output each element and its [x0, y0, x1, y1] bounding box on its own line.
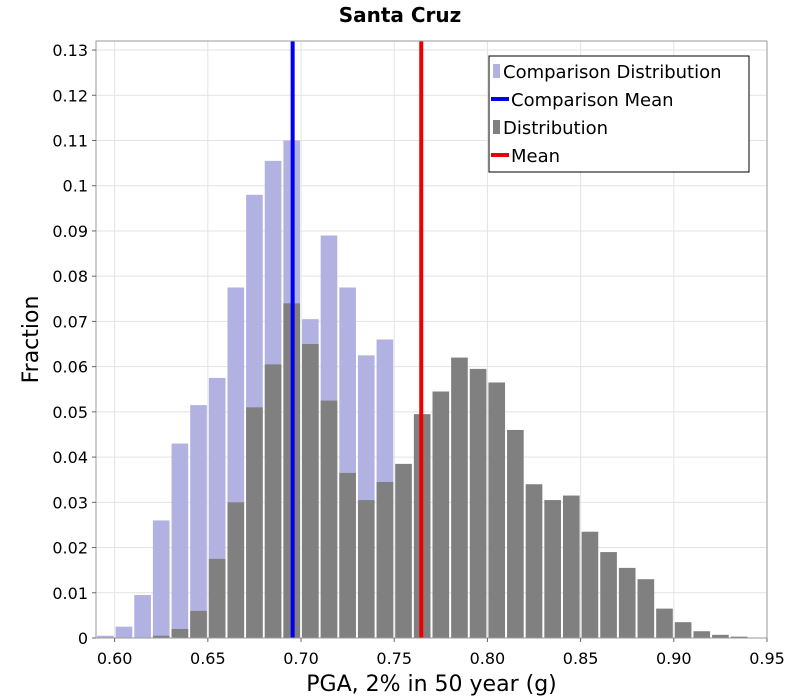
y-axis-title: Fraction: [19, 296, 44, 384]
y-tick-label: 0.01: [52, 584, 88, 603]
comparison-mean-legend-label: Comparison Mean: [511, 90, 674, 111]
distribution-bar-25: [618, 567, 636, 638]
distribution-bar-2: [190, 610, 207, 638]
mean-lines: [290, 41, 424, 638]
y-tick-label: 0.1: [63, 177, 88, 196]
comparison-distribution-bar-2: [134, 595, 151, 638]
comparison-distribution-bar-3: [152, 520, 170, 638]
y-tick-label: 0: [78, 629, 88, 648]
x-tick-label: 0.80: [470, 649, 506, 668]
comparison-distribution-bar-0: [97, 635, 114, 638]
distribution-bar-1: [171, 628, 189, 638]
comparison-distribution-bar-4: [171, 443, 189, 638]
x-tick-label: 0.70: [283, 649, 319, 668]
distribution-bar-26: [637, 579, 655, 638]
x-axis: 0.60 0.65 0.70 0.75 0.80 0.85 0.90 0.95: [97, 638, 785, 668]
distribution-bar-13: [395, 463, 412, 638]
distribution-bar-12: [376, 481, 394, 638]
legend: Comparison Distribution Comparison Mean Di…: [488, 55, 750, 173]
comparison-distribution-bar-5: [190, 405, 207, 638]
distribution-bar-29: [693, 631, 711, 638]
legend-box: [488, 55, 750, 173]
y-tick-label: 0.08: [52, 267, 88, 286]
distribution-bar-16: [451, 357, 468, 638]
comparison-distribution-bar-1: [115, 626, 133, 638]
distribution-bar-15: [432, 391, 450, 638]
y-tick-label: 0.12: [52, 86, 88, 105]
distribution-bar-22: [562, 495, 580, 638]
y-tick-label: 0.11: [52, 132, 88, 151]
distribution-bar-0: [152, 635, 170, 638]
distribution-bar-20: [525, 484, 543, 638]
distribution-bar-23: [581, 531, 599, 638]
distribution-bar-27: [656, 608, 673, 638]
x-tick-label: 0.95: [749, 649, 785, 668]
comparison-distribution-legend-label: Comparison Distribution: [503, 62, 722, 83]
distribution-bar-24: [600, 552, 617, 638]
y-tick-label: 0.05: [52, 403, 88, 422]
x-axis-title: PGA, 2% in 50 year (g): [306, 672, 557, 697]
distribution-bar-19: [507, 429, 524, 638]
distribution-bars: [152, 303, 748, 638]
chart-title: Santa Cruz: [339, 3, 462, 27]
distribution-bar-30: [712, 634, 729, 638]
distribution-bar-5: [246, 407, 263, 638]
plot-frame: [95, 40, 768, 639]
distribution-bar-10: [339, 472, 356, 638]
comparison-distribution-legend-swatch: [493, 64, 500, 78]
x-tick-label: 0.60: [97, 649, 133, 668]
distribution-bar-8: [302, 344, 319, 638]
distribution-bar-9: [320, 400, 338, 638]
distribution-legend-swatch: [493, 120, 500, 134]
y-tick-label: 0.03: [52, 493, 88, 512]
distribution-bar-18: [488, 382, 506, 638]
x-tick-label: 0.75: [376, 649, 412, 668]
y-tick-label: 0.09: [52, 222, 88, 241]
distribution-bar-4: [227, 502, 245, 638]
x-tick-label: 0.90: [656, 649, 692, 668]
distribution-bar-17: [469, 368, 487, 638]
y-tick-label: 0.07: [52, 312, 88, 331]
y-tick-label: 0.13: [52, 41, 88, 60]
y-tick-label: 0.04: [52, 448, 88, 467]
y-tick-label: 0.06: [52, 358, 88, 377]
y-axis: 0 0.01 0.02 0.03 0.04 0.05 0.06 0.07 0.08 0.09 0.1…: [52, 41, 96, 648]
distribution-bar-3: [208, 558, 226, 638]
y-tick-label: 0.02: [52, 539, 88, 558]
mean-legend-label: Mean: [511, 146, 560, 167]
distribution-legend-label: Distribution: [503, 118, 608, 139]
distribution-bar-11: [357, 500, 375, 638]
distribution-bar-6: [264, 364, 282, 638]
distribution-bar-31: [730, 636, 748, 638]
distribution-bar-21: [544, 500, 561, 638]
x-tick-label: 0.85: [563, 649, 599, 668]
x-tick-label: 0.65: [190, 649, 226, 668]
distribution-bar-28: [674, 622, 692, 638]
